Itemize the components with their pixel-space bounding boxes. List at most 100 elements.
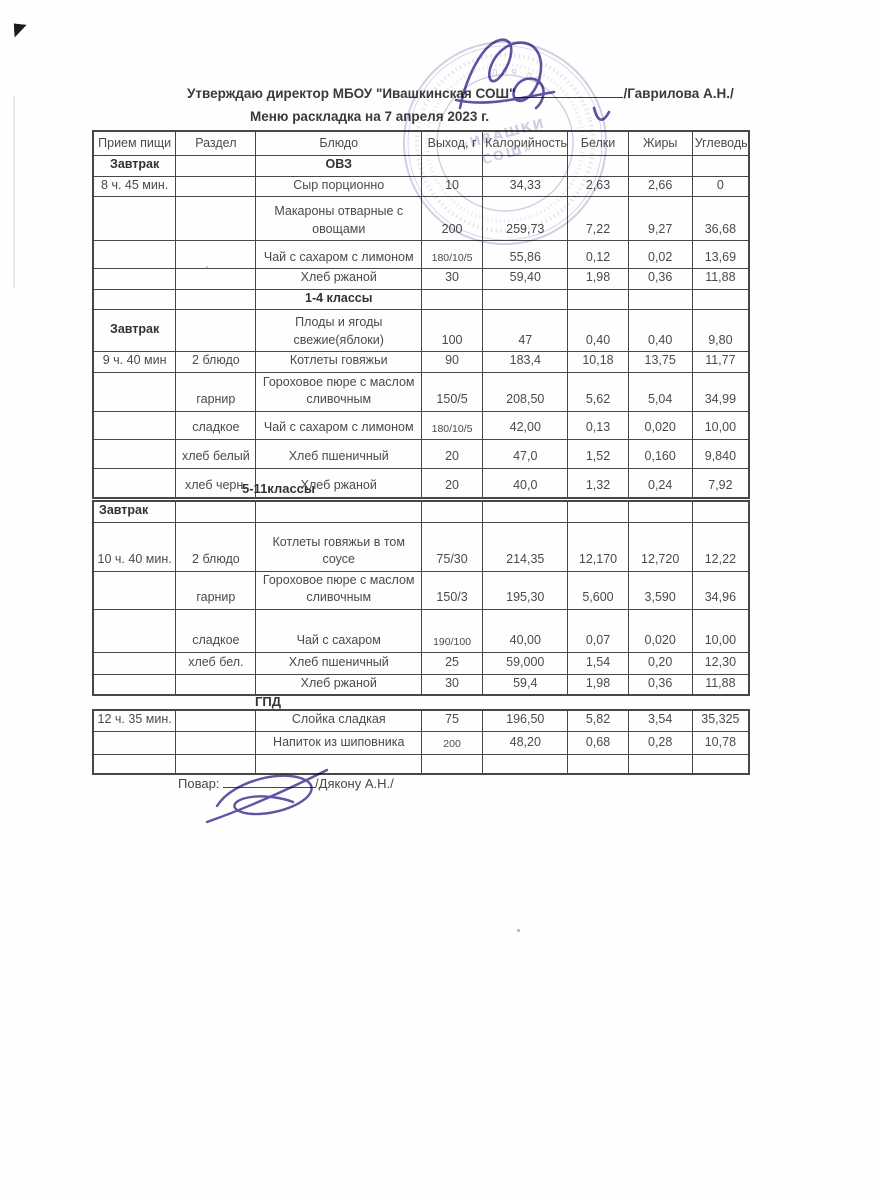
cell-kcal: 195,30 bbox=[482, 570, 569, 610]
cell-protein: 1,52 bbox=[567, 438, 629, 469]
cell-carb: 9,840 bbox=[691, 438, 750, 469]
cell bbox=[175, 753, 257, 774]
column-header: Белки bbox=[567, 131, 629, 156]
cell bbox=[92, 288, 177, 310]
cell-carb: 0 bbox=[691, 175, 750, 197]
dish-row: Чай с сахаром с лимоном 180/10/5 55,86 0,12… bbox=[92, 240, 750, 269]
cell bbox=[567, 501, 629, 523]
dish-row: хлеб белый Хлеб пшеничный 20 47,0 1,52 0,160 9… bbox=[92, 438, 750, 469]
column-header: Калорийность bbox=[482, 131, 569, 156]
cell-carb: 36,68 bbox=[691, 196, 750, 241]
cell-course: хлеб белый bbox=[175, 438, 257, 469]
cell-dish: Хлеб ржаной bbox=[255, 268, 422, 290]
dish-row: Хлеб ржаной 30 59,40 1,98 0,36 11,88 bbox=[92, 268, 750, 290]
cell-out: 25 bbox=[420, 651, 484, 675]
cell-out: 180/10/5 bbox=[420, 240, 484, 269]
cell-out: 180/10/5 bbox=[420, 410, 484, 440]
dish-row: сладкое Чай с сахаром с лимоном 180/10/5 42… bbox=[92, 410, 750, 440]
cell-protein: 5,62 bbox=[567, 371, 629, 412]
dish-row: 12 ч. 35 мин. Слойка сладкая 75 196,50 5,82 3… bbox=[92, 710, 750, 732]
cell-out: 150/3 bbox=[420, 570, 484, 610]
cell bbox=[691, 288, 750, 310]
cell-dish: Сыр порционно bbox=[255, 175, 422, 197]
signature-blank bbox=[223, 775, 316, 788]
section-label-5-11: 5-11классы bbox=[242, 481, 316, 496]
cell-fat: 0,36 bbox=[627, 268, 693, 290]
cell bbox=[420, 501, 484, 523]
dish-row: хлеб бел. Хлеб пшеничный 25 59,000 1,54 0,20 1… bbox=[92, 651, 750, 675]
cell-course: гарнир bbox=[175, 570, 257, 610]
cell bbox=[175, 240, 257, 269]
cell-fat: 0,02 bbox=[627, 240, 693, 269]
cell-dish: Чай с сахаром с лимоном bbox=[255, 240, 422, 269]
cell-fat: 0,40 bbox=[627, 309, 693, 352]
cell-fat: 5,04 bbox=[627, 371, 693, 412]
cell bbox=[627, 753, 693, 774]
cell-carb: 11,88 bbox=[691, 268, 750, 290]
cell-dish: Напиток из шиповника bbox=[255, 730, 422, 755]
cook-signature-line: Повар: /Дякону А.Н./ bbox=[178, 775, 394, 791]
cell bbox=[175, 730, 257, 755]
cell-kcal: 40,0 bbox=[482, 467, 569, 498]
cell-fat: 0,020 bbox=[627, 410, 693, 440]
cell-time: 12 ч. 35 мин. bbox=[92, 710, 177, 732]
cell-fat: 12,720 bbox=[627, 521, 693, 572]
cell bbox=[175, 268, 257, 290]
scan-edge-line bbox=[13, 96, 15, 288]
approval-text: Утверждаю директор МБОУ "Ивашкинская СОШ… bbox=[187, 86, 516, 101]
cell-carb: 10,78 bbox=[691, 730, 750, 755]
cell bbox=[175, 501, 257, 523]
cell-kcal: 196,50 bbox=[482, 710, 569, 732]
dish-row: Завтрак Плоды и ягоды свежие(яблоки) 100 47… bbox=[92, 309, 750, 352]
cell-protein: 1,98 bbox=[567, 268, 629, 290]
dish-row: Макароны отварные с овощами 200 259,73 7,22… bbox=[92, 196, 750, 241]
cell-out: 200 bbox=[420, 196, 484, 241]
cell-carb: 9,80 bbox=[691, 309, 750, 352]
cell-dish: Котлеты говяжьи bbox=[255, 351, 422, 373]
page-title: Меню раскладка на 7 апреля 2023 г. bbox=[250, 109, 490, 124]
cell-dish: Хлеб ржаной bbox=[255, 467, 422, 498]
cell bbox=[420, 288, 484, 310]
empty-row bbox=[92, 753, 750, 774]
cell-out: 150/5 bbox=[420, 371, 484, 412]
cell-fat: 0,28 bbox=[627, 730, 693, 755]
cell-out: 30 bbox=[420, 268, 484, 290]
menu-table-gpd: 12 ч. 35 мин. Слойка сладкая 75 196,50 5,82 3… bbox=[92, 709, 750, 775]
cell-carb: 10,00 bbox=[691, 608, 750, 653]
cell-kcal: 208,50 bbox=[482, 371, 569, 412]
column-header: Углеводы bbox=[691, 131, 750, 156]
cell-dish: Котлеты говяжьи в том соусе bbox=[255, 521, 422, 572]
cell-fat: 0,160 bbox=[627, 438, 693, 469]
cell-course: гарнир bbox=[175, 371, 257, 412]
cell-protein: 10,18 bbox=[567, 351, 629, 373]
cell-kcal: 214,35 bbox=[482, 521, 569, 572]
header-row: Прием пищи Раздел Блюдо Выход, г Калорий… bbox=[92, 131, 750, 156]
cell-out: 75/30 bbox=[420, 521, 484, 572]
cell-out: 20 bbox=[420, 438, 484, 469]
cell-dish: Гороховое пюре с маслом сливочным bbox=[255, 570, 422, 610]
cell-carb: 11,77 bbox=[691, 351, 750, 373]
section-row: Завтрак ОВЗ bbox=[92, 155, 750, 177]
cell bbox=[175, 196, 257, 241]
dish-row: 9 ч. 40 мин 2 блюдо Котлеты говяжьи 90 183,4… bbox=[92, 351, 750, 373]
cell-section: ОВЗ bbox=[255, 155, 422, 177]
cell bbox=[627, 155, 693, 177]
cell-dish: Чай с сахаром bbox=[255, 608, 422, 653]
cell-kcal: 259,73 bbox=[482, 196, 569, 241]
column-header: Блюдо bbox=[255, 131, 422, 156]
cell-protein: 2,63 bbox=[567, 175, 629, 197]
cell-fat: 13,75 bbox=[627, 351, 693, 373]
cell-dish: Хлеб пшеничный bbox=[255, 438, 422, 469]
cell-fat: 0,24 bbox=[627, 467, 693, 498]
cell-kcal: 47 bbox=[482, 309, 569, 352]
cell-kcal: 42,00 bbox=[482, 410, 569, 440]
cell-carb: 12,30 bbox=[691, 651, 750, 675]
approval-name: /Гаврилова А.Н./ bbox=[623, 86, 734, 101]
cell bbox=[420, 753, 484, 774]
cell-fat: 0,020 bbox=[627, 608, 693, 653]
cell-fat: 3,590 bbox=[627, 570, 693, 610]
cell-time bbox=[92, 730, 177, 755]
section-label-gpd: ГПД bbox=[255, 694, 281, 709]
cell-kcal: 183,4 bbox=[482, 351, 569, 373]
column-header: Прием пищи bbox=[92, 131, 177, 156]
